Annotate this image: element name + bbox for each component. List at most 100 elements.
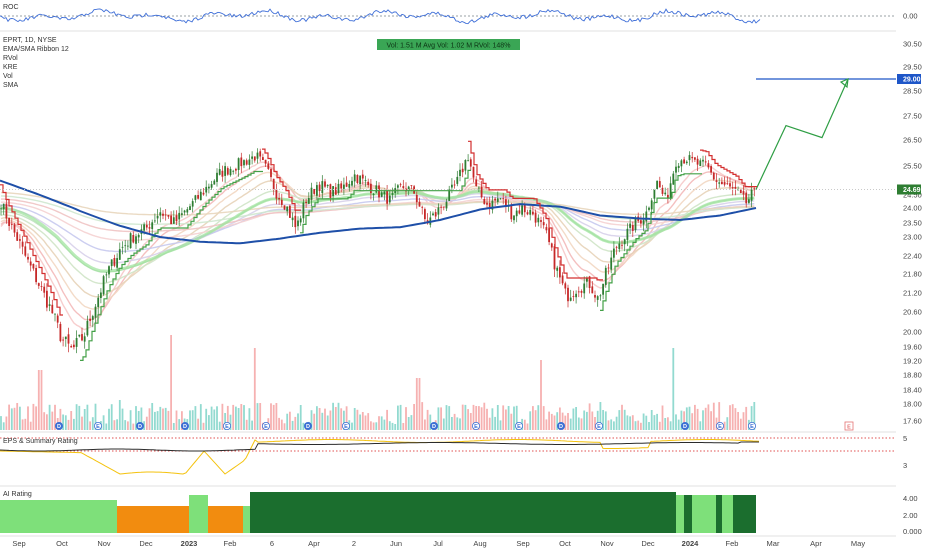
volume-bar — [731, 404, 734, 430]
candle-body — [364, 180, 367, 181]
candle-body — [337, 183, 340, 193]
indicator-ribbon-label: EMA/SMA Ribbon 12 — [3, 46, 69, 53]
candle-body — [164, 214, 167, 216]
volume-bar — [710, 411, 712, 430]
candle-body — [175, 215, 178, 222]
candle-body — [245, 160, 248, 165]
price-tick-label: 20.60 — [903, 308, 922, 317]
dividend-marker — [180, 421, 189, 430]
earnings-marker — [341, 421, 350, 430]
candle-body — [137, 234, 140, 238]
candle-body — [591, 286, 594, 294]
candle-body — [326, 184, 329, 187]
volume-bar — [648, 422, 650, 430]
volume-bar — [615, 416, 618, 430]
volume-bar — [534, 410, 537, 430]
volume-bar — [750, 406, 753, 430]
volume-bar — [729, 405, 731, 430]
volume-bar — [35, 406, 37, 430]
candle-body — [189, 206, 191, 210]
candle-body — [731, 187, 734, 189]
volume-bar — [178, 419, 181, 430]
volume-bar — [469, 413, 472, 430]
time-tick-label: Mar — [767, 539, 780, 548]
candle-body — [216, 172, 218, 182]
price-tick-label: 18.40 — [903, 386, 922, 395]
candle-body — [607, 267, 610, 269]
price-tick-label: 26.50 — [903, 136, 922, 145]
volume-bar — [143, 421, 145, 430]
dividend-marker — [303, 421, 312, 430]
earnings-marker — [595, 421, 604, 430]
volume-bar — [596, 410, 599, 430]
volume-bar — [270, 403, 272, 430]
volume-bar — [548, 411, 550, 430]
ai-rating-bars — [0, 492, 756, 533]
volume-bar — [664, 418, 667, 430]
volume-bar — [580, 418, 583, 430]
candle-body — [267, 163, 270, 169]
candle-body — [91, 316, 94, 320]
candle-body — [10, 224, 13, 225]
candle-body — [453, 184, 456, 186]
volume-bar — [67, 419, 70, 430]
candle-body — [197, 195, 199, 199]
volume-bar — [691, 413, 694, 430]
candle-body — [442, 206, 445, 208]
green-trailing-stop — [80, 170, 263, 361]
eps-tick-label: 5 — [903, 434, 907, 443]
volume-bar — [496, 405, 499, 430]
price-tick-label: 23.50 — [903, 219, 922, 228]
volume-bar — [475, 406, 478, 430]
candle-body — [510, 206, 513, 220]
volume-bar — [650, 410, 653, 430]
volume-bar — [16, 403, 19, 430]
candle-body — [94, 306, 97, 318]
volume-bar — [332, 402, 334, 430]
volume-bar — [478, 406, 480, 430]
candle-body — [532, 211, 534, 215]
volume-bar — [723, 421, 726, 430]
candle-body — [378, 185, 380, 198]
candle-body — [707, 163, 710, 168]
candle-body — [332, 186, 334, 197]
earnings-marker — [748, 421, 757, 430]
volume-bar — [121, 408, 124, 430]
candle-body — [380, 192, 383, 197]
volume-bar — [154, 411, 156, 430]
candle-body — [631, 225, 634, 231]
candle-body — [556, 267, 559, 271]
volume-bar — [340, 408, 343, 430]
candle-body — [83, 336, 86, 342]
candle-body — [696, 158, 699, 165]
volume-bar — [380, 416, 383, 430]
roc-pane: ROC — [0, 4, 896, 25]
volume-bar — [70, 411, 73, 430]
indicator-rvol-label: RVol — [3, 55, 18, 62]
candle-body — [521, 205, 523, 215]
volume-bar — [372, 422, 375, 430]
candle-body — [81, 334, 83, 341]
time-tick-label: 2024 — [682, 539, 700, 548]
volume-bar — [513, 406, 515, 430]
volume-bar — [75, 404, 78, 430]
volume-bar — [2, 422, 5, 430]
volume-bar — [726, 417, 729, 430]
volume-bar — [40, 370, 43, 430]
volume-bar — [135, 406, 137, 430]
ai-tick-label: 0.000 — [903, 527, 922, 536]
volume-bar — [0, 416, 2, 430]
candle-body — [715, 180, 718, 182]
candle-body — [386, 190, 388, 204]
volume-bar — [472, 404, 475, 430]
volume-bar — [359, 414, 361, 430]
volume-bar — [653, 415, 656, 430]
candle-body — [256, 152, 259, 159]
green-stair-segment — [300, 169, 471, 234]
candle-body — [156, 215, 159, 219]
ribbon-line — [0, 180, 755, 298]
candle-body — [127, 245, 129, 247]
candle-body — [388, 195, 391, 203]
volume-bar — [27, 406, 29, 430]
